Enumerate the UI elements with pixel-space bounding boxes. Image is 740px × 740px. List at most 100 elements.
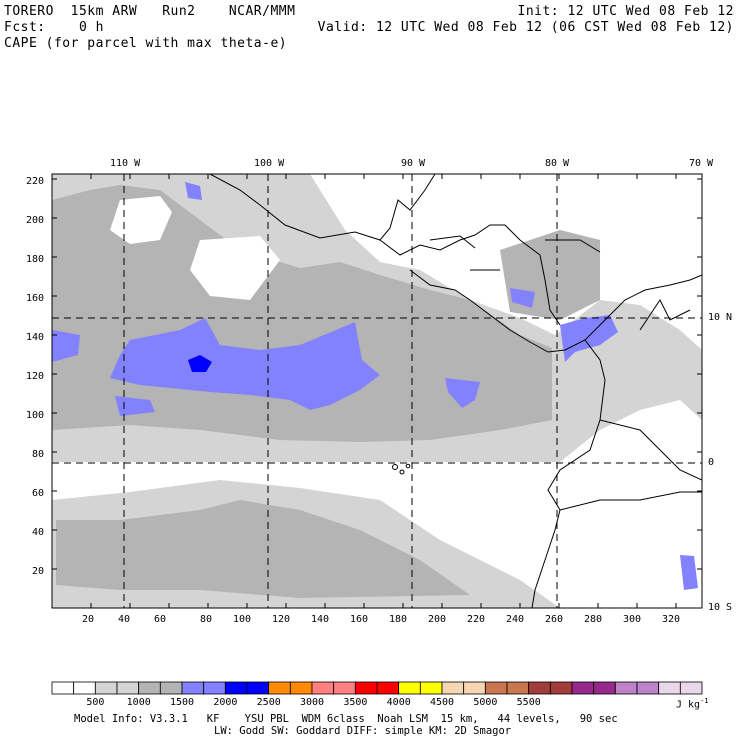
colorbar-swatch [138,681,161,695]
x-label-240: 240 [506,614,525,625]
colorbar-tick-label: 5000 [473,697,498,708]
colorbar-swatch [614,681,638,695]
y-label-200: 200 [26,215,45,226]
forecast-hour: Fcst: 0 h [4,20,104,35]
lat-label-10n: 10 N [708,312,733,323]
x-label-260: 260 [545,614,564,625]
lon-label-100w: 100 W [254,158,285,169]
y-label-180: 180 [26,254,45,265]
colorbar-swatch [484,681,508,695]
colorbar-unit-exponent: -1 [700,697,709,705]
x-label-220: 220 [467,614,486,625]
x-label-160: 160 [350,614,369,625]
y-label-80: 80 [32,449,45,460]
colorbar-swatch [528,681,551,695]
field-description: CAPE (for parcel with max theta-e) [4,36,288,51]
y-label-160: 160 [26,293,45,304]
x-label-300: 300 [623,614,642,625]
x-label-80: 80 [200,614,213,625]
lat-label-0: 0 [708,457,715,468]
colorbar-swatch [181,681,205,695]
cape-blue-patch-5 [185,182,202,200]
x-label-20: 20 [82,614,95,625]
cape-max-core [188,355,212,372]
x-label-40: 40 [118,614,131,625]
colorbar-swatch [333,681,356,695]
map-frame [51,173,703,609]
y-label-40: 40 [32,527,45,538]
cape-hole-2 [190,236,280,300]
colorbar-swatch [658,681,681,695]
x-label-120: 120 [272,614,291,625]
x-label-200: 200 [428,614,447,625]
colorbar-swatch [593,681,616,695]
x-label-280: 280 [584,614,603,625]
coastlines [209,174,702,608]
y-label-220: 220 [26,176,45,187]
tick-marks [51,174,702,609]
valid-time: Valid: 12 UTC Wed 08 Feb 12 (06 CST Wed … [317,20,734,35]
cape-blue-west [52,330,80,362]
colorbar-swatch [51,681,75,695]
cape-blue-patch-6 [680,555,698,590]
colorbar-tick-label: 500 [86,697,105,708]
galapagos-island-1 [392,464,398,470]
colorbar-swatch [224,681,248,695]
y-label-120: 120 [26,371,45,382]
colorbar-swatch [159,681,183,695]
cape-blue-patch-4 [510,288,535,308]
colorbar-swatch [549,681,573,695]
colorbar-unit-text: J kg [676,699,701,711]
lon-label-70w: 70 W [689,158,714,169]
galapagos-island-3 [405,463,411,469]
lon-label-90w: 90 W [401,158,426,169]
colorbar-swatch [463,681,486,695]
cape-band-blue [110,318,380,410]
caribbean-coast [639,299,691,331]
central-america-pacific-coast [409,269,702,353]
colorbar-tick-label: 1500 [170,697,195,708]
colorbar-swatch [398,681,421,695]
colorbar-tick-label: 2500 [256,697,281,708]
colorbar-swatch [268,681,291,695]
x-label-140: 140 [311,614,330,625]
colorbar-swatch [636,681,660,695]
lon-label-80w: 80 W [545,158,570,169]
lat-label-10s: 10 S [708,602,733,613]
colorbar-swatch [571,681,595,695]
colorbar-tick-label: 4000 [386,697,411,708]
x-label-320: 320 [662,614,681,625]
colorbar-tick-label: 2000 [213,697,238,708]
galapagos-island-2 [399,469,405,475]
lon-label-110w: 110 W [110,158,141,169]
colorbar-swatch [354,681,378,695]
cape-band-medium-south [56,500,470,598]
y-label-140: 140 [26,332,45,343]
south-america-pacific-coast [531,339,606,608]
central-america-north-coast [379,224,561,326]
colorbar-swatch [376,681,400,695]
colorbar-swatch [246,681,270,695]
cape-blue-patch-1 [115,396,155,416]
model-info: Model Info: V3.3.1 KF YSU PBL WDM 6class… [74,713,618,725]
colorbar-swatch [419,681,443,695]
cape-hole-1 [110,196,172,244]
y-label-60: 60 [32,488,45,499]
colorbar-unit: J kg-1 [676,697,709,710]
colorbar-tick-label: 3500 [343,697,368,708]
colorbar-tick-label: 4500 [430,697,455,708]
colorbar-swatch [311,681,335,695]
cape-blue-patch-2 [445,378,480,408]
colorbar-swatch [73,681,96,695]
x-label-60: 60 [154,614,167,625]
cape-blue-patch-3 [560,315,618,362]
colorbar-swatch [94,681,118,695]
colorbar-tick-label: 1000 [126,697,151,708]
border-1 [599,419,702,481]
init-time: Init: 12 UTC Wed 08 Feb 12 [517,4,734,19]
colorbar [51,681,703,695]
colorbar-tick-label: 3000 [300,697,325,708]
mexico-coast [209,174,436,241]
x-label-180: 180 [389,614,408,625]
